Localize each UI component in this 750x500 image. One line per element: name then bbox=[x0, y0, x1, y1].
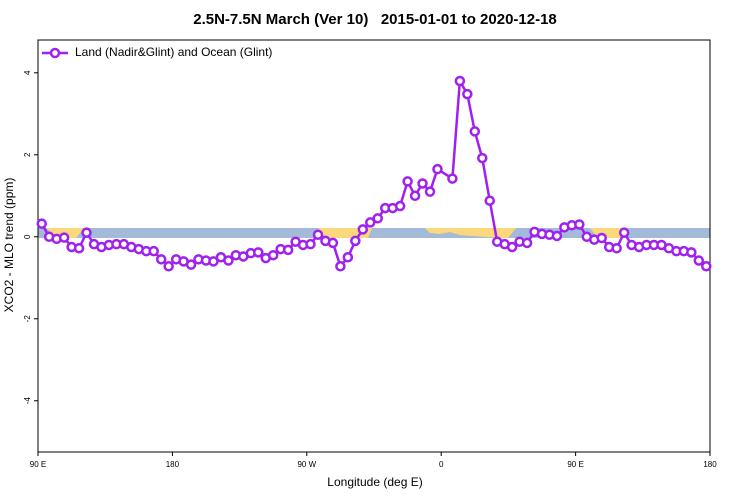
y-tick-label: -4 bbox=[23, 397, 32, 405]
x-tick-label: 90 E bbox=[30, 460, 46, 469]
point bbox=[327, 237, 339, 249]
point bbox=[223, 255, 234, 266]
ocean-band bbox=[38, 228, 710, 238]
x-axis-title: Longitude (deg E) bbox=[327, 475, 422, 489]
point bbox=[469, 126, 481, 137]
point bbox=[409, 190, 421, 202]
point bbox=[58, 232, 70, 243]
point bbox=[417, 178, 428, 189]
point bbox=[454, 75, 466, 87]
y-tick-label: 0 bbox=[23, 234, 32, 239]
point bbox=[282, 244, 294, 256]
point bbox=[618, 227, 630, 238]
point bbox=[365, 217, 376, 228]
point bbox=[596, 232, 607, 244]
point bbox=[424, 186, 436, 197]
point bbox=[551, 230, 563, 242]
point bbox=[267, 249, 279, 261]
point bbox=[350, 235, 361, 247]
point bbox=[484, 195, 495, 206]
y-axis-title: XCO2 - MLO trend (ppm) bbox=[2, 178, 16, 313]
point bbox=[81, 227, 92, 238]
point bbox=[163, 261, 174, 272]
point bbox=[447, 173, 458, 184]
x-tick-label: 90 E bbox=[567, 460, 583, 469]
point bbox=[73, 243, 85, 254]
surface-band bbox=[38, 228, 710, 238]
legend-marker bbox=[49, 47, 61, 59]
point bbox=[253, 247, 264, 258]
point bbox=[693, 255, 705, 266]
point bbox=[611, 243, 622, 254]
point bbox=[432, 163, 443, 175]
legend-label: Land (Nadir&Glint) and Ocean (Glint) bbox=[75, 45, 272, 59]
point bbox=[462, 88, 473, 100]
land-band bbox=[425, 228, 516, 238]
point bbox=[506, 241, 518, 253]
x-tick-label: 90 W bbox=[297, 460, 316, 469]
y-tick-label: -2 bbox=[23, 315, 32, 323]
point bbox=[335, 261, 346, 272]
y-tick-label: 2 bbox=[23, 152, 32, 157]
chart-title: 2.5N-7.5N March (Ver 10) 2015-01-01 to 2… bbox=[193, 11, 557, 28]
point bbox=[357, 224, 369, 235]
point bbox=[372, 213, 383, 224]
point bbox=[185, 259, 197, 270]
point bbox=[521, 237, 533, 249]
point bbox=[305, 238, 316, 250]
point bbox=[36, 218, 47, 229]
point bbox=[342, 252, 354, 263]
x-tick-label: 180 bbox=[703, 460, 717, 469]
point bbox=[686, 247, 697, 258]
point bbox=[701, 261, 712, 272]
point bbox=[148, 245, 159, 257]
plot-frame bbox=[37, 39, 711, 453]
point bbox=[477, 152, 488, 164]
point bbox=[208, 256, 219, 267]
x-tick-label: 180 bbox=[166, 460, 180, 469]
point bbox=[402, 176, 413, 187]
point bbox=[312, 229, 324, 240]
x-tick-label: 0 bbox=[439, 460, 444, 469]
point bbox=[155, 254, 167, 265]
point bbox=[394, 200, 406, 212]
y-tick-label: 4 bbox=[23, 70, 32, 75]
point bbox=[574, 219, 585, 230]
